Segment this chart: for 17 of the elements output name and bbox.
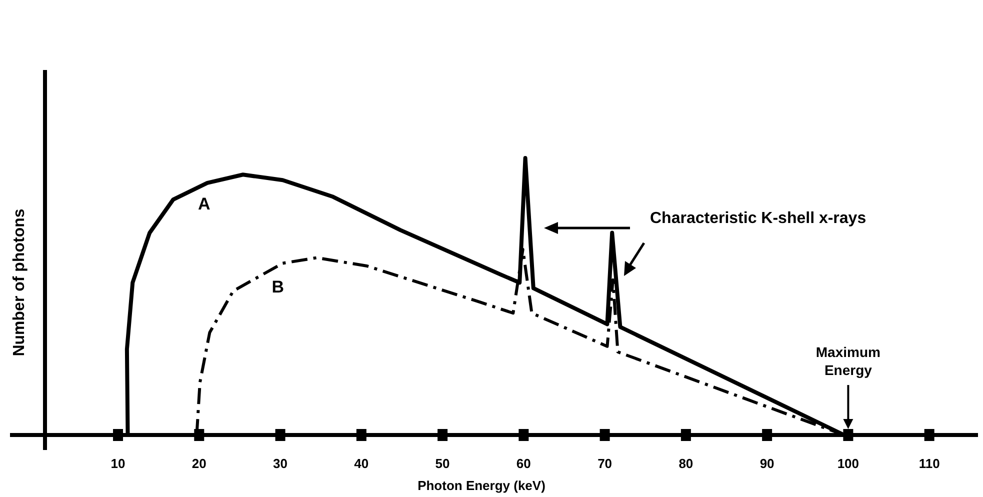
x-tick-label: 100 xyxy=(837,456,860,471)
x-tick-label: 20 xyxy=(192,456,206,471)
x-tick-label: 50 xyxy=(435,456,450,471)
x-tick-label: 90 xyxy=(760,456,774,471)
series-label: B xyxy=(272,278,284,297)
x-tick-label: 110 xyxy=(918,456,940,471)
x-tick-label: 10 xyxy=(110,456,126,471)
x-tick-label: 40 xyxy=(354,456,369,471)
annotation: Maximum Energy xyxy=(816,344,880,378)
series-label: A xyxy=(198,194,210,214)
x-tick-label: 80 xyxy=(678,456,694,471)
annotation: Characteristic K-shell x-rays xyxy=(650,210,866,227)
x-tick-label: 60 xyxy=(516,456,531,471)
y-axis-title: Number of photons xyxy=(11,208,28,356)
x-tick-label: 70 xyxy=(598,456,612,471)
x-tick-label: 30 xyxy=(273,456,288,471)
x-axis-title: Photon Energy (keV) xyxy=(418,478,546,493)
